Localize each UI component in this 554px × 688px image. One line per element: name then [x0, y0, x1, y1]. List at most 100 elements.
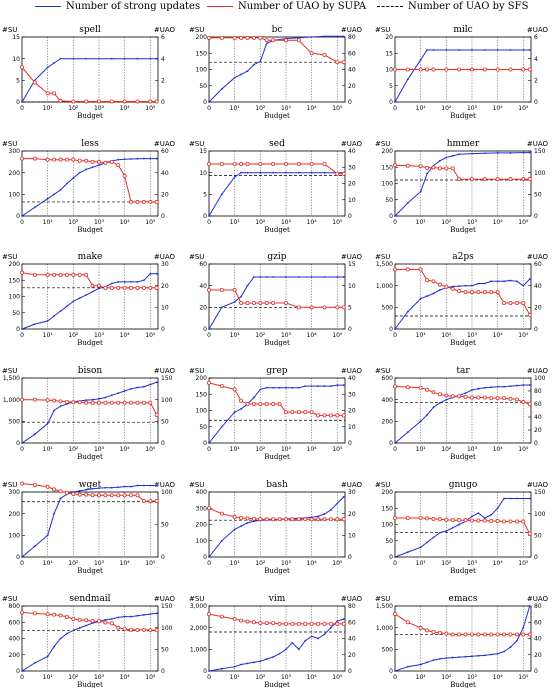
strong-updates-point	[406, 202, 409, 204]
panel-title: gzip	[267, 252, 286, 262]
uao-supa-point	[290, 517, 295, 522]
uao-supa-point	[239, 516, 244, 521]
strong-updates-point	[278, 652, 281, 655]
uao-supa-point	[116, 163, 121, 168]
y-tick-label: 0	[389, 440, 393, 447]
uao-supa-point	[521, 519, 526, 524]
uao-supa-point	[303, 517, 308, 522]
strong-updates-point	[233, 76, 236, 79]
strong-updates-point	[130, 485, 132, 488]
x-tick-label: 10⁵	[145, 560, 156, 567]
y2-tick-label: 100	[161, 397, 173, 404]
left-axis-label: #SU	[189, 595, 204, 603]
strong-updates-point	[110, 282, 113, 285]
x-tick-label: 0	[207, 674, 211, 681]
strong-updates-point	[464, 655, 467, 658]
strong-updates-point	[528, 384, 531, 386]
y-tick-label: 5	[203, 192, 207, 199]
uao-supa-point	[264, 300, 269, 305]
strong-updates-point	[329, 385, 332, 388]
uao-supa-point	[239, 35, 244, 40]
uao-supa-point	[232, 287, 237, 292]
strong-updates-point	[21, 556, 23, 558]
right-axis-label: #UAO	[527, 26, 549, 34]
uao-supa-point	[19, 610, 24, 615]
x-tick-label: 10⁴	[307, 105, 318, 112]
uao-supa-point	[219, 287, 224, 292]
left-axis-label: #SU	[2, 140, 17, 148]
plot-frame	[21, 150, 159, 217]
strong-updates-point	[240, 73, 242, 76]
x-tick-label: 0	[20, 332, 24, 339]
uao-supa-point	[450, 166, 455, 171]
uao-supa-point	[245, 401, 250, 406]
strong-updates-point	[458, 49, 461, 51]
strong-updates-point	[149, 484, 152, 487]
strong-updates-point	[98, 287, 100, 290]
strong-updates-point	[272, 656, 275, 658]
strong-updates-point	[117, 392, 120, 395]
uao-supa-point	[444, 631, 449, 636]
strong-updates-point	[142, 484, 145, 487]
uao-supa-point	[271, 517, 276, 522]
y-tick-label: 0	[389, 99, 393, 106]
y2-tick-label: 0	[161, 440, 165, 447]
uao-supa-point	[148, 400, 153, 405]
y-tick-label: 500	[382, 305, 394, 312]
y2-tick-label: 100	[534, 170, 546, 177]
x-tick-label: 10²	[441, 332, 452, 339]
strong-updates-point	[336, 276, 339, 278]
y2-tick-label: 40	[348, 148, 356, 155]
strong-updates-point	[123, 158, 126, 161]
uao-supa-point	[206, 161, 211, 166]
uao-supa-point	[116, 285, 121, 290]
uao-supa-point	[77, 158, 82, 163]
y2-tick-label: 20	[348, 511, 356, 518]
uao-supa-point	[495, 290, 500, 295]
uao-supa-point	[322, 621, 327, 626]
strong-updates-point	[240, 295, 242, 298]
uao-supa-point	[437, 166, 442, 171]
panel-sed: sed #SU #UAO 0 5 10 15 0 10 20 30 40 0 10¹ 10² 10³ 10⁴ 10…	[189, 139, 362, 234]
strong-updates-point	[246, 171, 249, 174]
x-tick-label: 10¹	[416, 332, 427, 339]
uao-supa-point	[71, 617, 76, 622]
uao-supa-point	[431, 67, 436, 72]
panel-bc: bc #SU #UAO 0 50 100 150 200 0 20 40 60 80 0 10¹ 10² 10³…	[189, 25, 362, 120]
right-axis-label: #UAO	[341, 253, 363, 261]
strong-updates-point	[155, 272, 158, 275]
y2-tick-label: 0	[534, 213, 538, 220]
y2-tick-label: 0	[534, 99, 538, 106]
uao-supa-point	[148, 199, 153, 204]
uao-supa-point	[277, 621, 282, 626]
strong-updates-point	[285, 648, 287, 651]
uao-supa-point	[431, 165, 436, 170]
y-tick-label: 150	[9, 277, 21, 284]
x-tick-label: 10¹	[416, 219, 427, 226]
y-tick-label: 150	[382, 164, 394, 171]
x-tick-label: 0	[393, 674, 397, 681]
uao-supa-point	[405, 620, 410, 625]
x-tick-label: 10³	[467, 560, 478, 567]
legend-strong-swatch	[35, 6, 61, 7]
strong-updates-point	[21, 670, 23, 672]
y-tick-label: 300	[9, 148, 21, 155]
left-axis-label: #SU	[2, 595, 17, 603]
uao-supa-point	[283, 161, 288, 166]
strong-updates-line	[208, 384, 344, 444]
x-tick-label: 10²	[441, 560, 452, 567]
uao-supa-point	[32, 80, 37, 85]
x-tick-label: 10³	[467, 105, 478, 112]
strong-updates-point	[297, 171, 300, 174]
x-tick-label: 10⁴	[307, 332, 318, 339]
strong-updates-point	[233, 301, 236, 303]
uao-supa-point	[103, 620, 108, 625]
y-tick-label: 100	[196, 408, 208, 415]
y-tick-label: 200	[382, 489, 394, 496]
right-axis-label: #UAO	[154, 140, 176, 148]
uao-supa-point	[96, 400, 101, 405]
strong-updates-point	[336, 620, 339, 623]
strong-updates-point	[233, 528, 236, 531]
